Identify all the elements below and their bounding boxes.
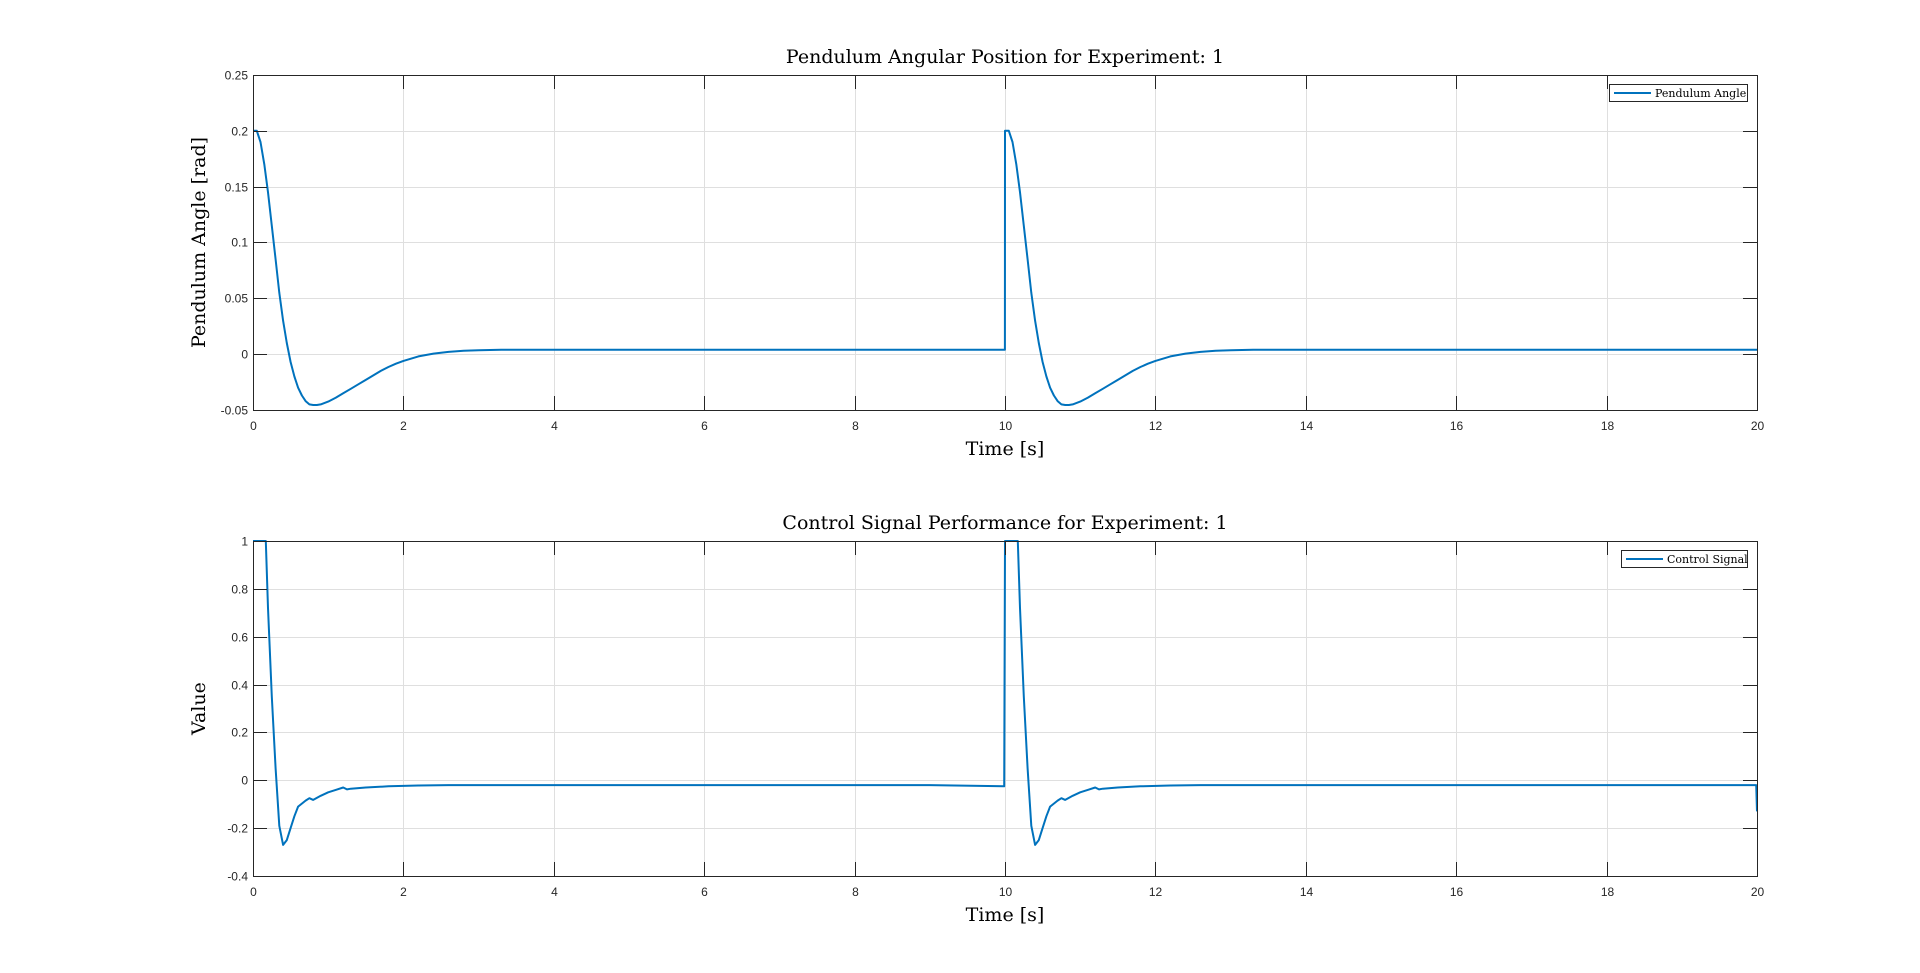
control-legend: Control Signal (1621, 550, 1748, 568)
angle-x-tick-label: 16 (1450, 419, 1464, 433)
control-x-tick-label: 18 (1601, 885, 1615, 899)
control-x-tick-label: 10 (999, 885, 1013, 899)
angle-x-axis-label: Time [s] (966, 438, 1045, 460)
control-x-tick-label: 2 (400, 885, 407, 899)
control-x-tick-label: 14 (1300, 885, 1314, 899)
angle-chart-title: Pendulum Angular Position for Experiment… (786, 46, 1224, 68)
angle-ticks: 0 2 4 6 8 10 12 14 16 18 20-0.0500.050.10.150.20.2… (221, 69, 1765, 434)
control-legend-label: Control Signal (1667, 553, 1748, 566)
control-x-tick-label: 4 (551, 885, 558, 899)
angle-y-tick-label: 0.05 (225, 292, 249, 306)
control-y-tick-label: 0.6 (231, 631, 248, 645)
angle-series-line (253, 129, 1757, 406)
angle-legend-label: Pendulum Angle (1655, 87, 1746, 100)
angle-x-tick-label: 10 (999, 419, 1013, 433)
control-y-tick-label: 0.8 (231, 583, 248, 597)
angle-chart: 0 2 4 6 8 10 12 14 16 18 20-0.0500.050.10.150.20.2… (188, 46, 1764, 460)
control-y-tick-label: 0.4 (231, 679, 248, 693)
angle-y-axis-label: Pendulum Angle [rad] (188, 137, 210, 348)
control-x-tick-label: 16 (1450, 885, 1464, 899)
angle-x-tick-label: 20 (1751, 419, 1765, 433)
control-chart-title: Control Signal Performance for Experimen… (782, 512, 1227, 534)
angle-x-tick-label: 0 (250, 419, 257, 433)
angle-x-tick-label: 2 (400, 419, 407, 433)
control-x-tick-label: 0 (250, 885, 257, 899)
angle-x-tick-label: 4 (551, 419, 558, 433)
angle-x-tick-label: 6 (701, 419, 708, 433)
angle-y-tick-label: 0.15 (225, 181, 249, 195)
control-y-tick-label: -0.2 (227, 822, 248, 836)
control-y-tick-label: 0.2 (231, 726, 248, 740)
control-legend-box (1621, 550, 1748, 568)
angle-x-tick-label: 8 (852, 419, 859, 433)
angle-legend-box (1609, 84, 1748, 102)
angle-series (253, 129, 1757, 406)
control-x-tick-label: 20 (1751, 885, 1765, 899)
angle-x-tick-label: 14 (1300, 419, 1314, 433)
angle-y-tick-label: 0.25 (225, 69, 249, 83)
control-x-tick-label: 12 (1149, 885, 1163, 899)
angle-x-tick-label: 18 (1601, 419, 1615, 433)
control-y-tick-label: -0.4 (227, 870, 248, 884)
control-y-tick-label: 0 (241, 774, 248, 788)
angle-y-tick-label: 0 (241, 348, 248, 362)
control-x-tick-label: 6 (701, 885, 708, 899)
control-y-tick-label: 1 (241, 535, 248, 549)
angle-legend: Pendulum Angle (1609, 84, 1748, 102)
angle-y-tick-label: -0.05 (221, 404, 249, 418)
angle-y-tick-label: 0.2 (231, 125, 248, 139)
angle-x-tick-label: 12 (1149, 419, 1163, 433)
control-y-axis-label: Value (188, 682, 210, 736)
angle-y-tick-label: 0.1 (231, 236, 248, 250)
control-x-axis-label: Time [s] (966, 904, 1045, 926)
control-chart: 0 2 4 6 8 10 12 14 16 18 20-0.4-0.200.20.40.60.81 … (188, 512, 1764, 926)
control-ticks: 0 2 4 6 8 10 12 14 16 18 20 -0.4 -0.2 0 0.2 0.4 0.6 0.8 1 (227, 535, 1764, 900)
control-x-tick-label: 8 (852, 885, 859, 899)
